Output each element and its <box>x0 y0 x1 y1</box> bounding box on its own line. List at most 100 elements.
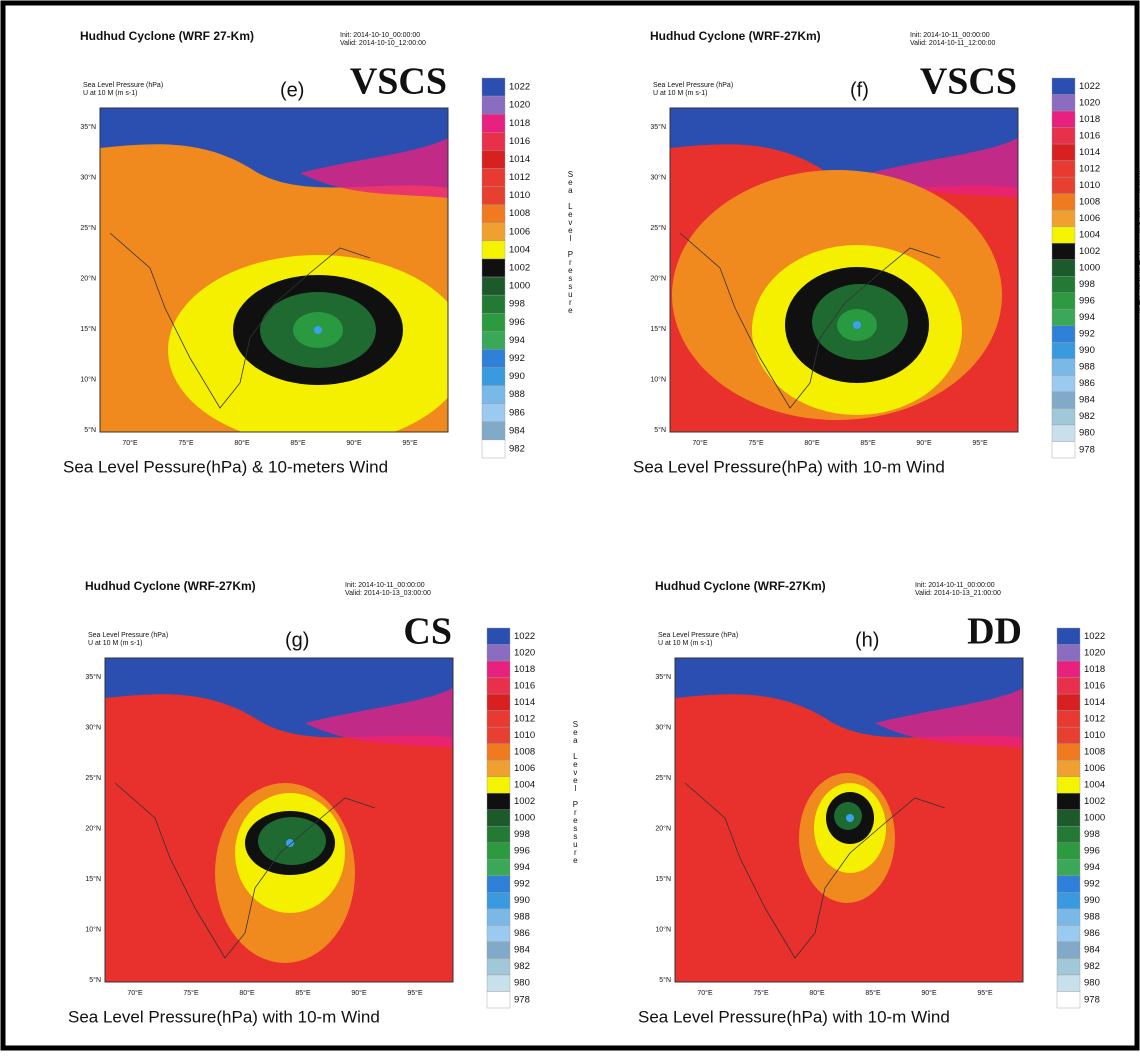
colorbar-box <box>1052 260 1075 277</box>
colorbar-box <box>487 694 510 711</box>
colorbar-label: 1000 <box>509 281 530 292</box>
colorbar-label: 1000 <box>1079 263 1100 274</box>
colorbar-box <box>1052 293 1075 310</box>
colorbar-label: 1018 <box>1079 114 1100 125</box>
lat-label: 15°N <box>655 875 671 883</box>
wind-label: U at 10 M (m s-1) <box>658 640 712 647</box>
colorbar-box <box>1057 661 1080 678</box>
colorbar-box <box>1057 694 1080 711</box>
lon-label: 90°E <box>921 989 937 997</box>
colorbar-label: 1022 <box>514 631 535 642</box>
valid-time: Valid: 2014-10-10_12:00:00 <box>340 40 426 47</box>
category: VSCS <box>920 61 1017 103</box>
colorbar-label: 1016 <box>1084 680 1105 691</box>
lon-label: 85°E <box>290 439 306 447</box>
colorbar-label: 1004 <box>1079 229 1100 240</box>
lon-label: 85°E <box>865 989 881 997</box>
caption: Sea Level Pessure(hPa) & 10-meters Wind <box>63 457 388 476</box>
colorbar-box <box>1052 276 1075 293</box>
colorbar-label: 986 <box>509 407 525 418</box>
lon-label: 70°E <box>692 439 708 447</box>
colorbar-label: 982 <box>1084 961 1100 972</box>
colorbar-label: 1016 <box>509 136 530 147</box>
lat-label: 25°N <box>655 774 671 782</box>
colorbar-box <box>1057 678 1080 695</box>
colorbar-box <box>487 678 510 695</box>
lat-label: 35°N <box>655 673 671 681</box>
lon-label: 70°E <box>127 989 143 997</box>
colorbar-label: 1014 <box>1079 147 1100 158</box>
colorbar-box <box>1057 777 1080 794</box>
colorbar-label: 994 <box>509 335 525 346</box>
colorbar-label: 1020 <box>1084 647 1105 658</box>
colorbar-label: 1002 <box>509 263 530 274</box>
colorbar-label: 1006 <box>1084 763 1105 774</box>
colorbar-label: 1022 <box>1084 631 1105 642</box>
colorbar-box <box>482 259 505 277</box>
lat-label: 30°N <box>85 723 101 731</box>
caption: Sea Level Pressure(hPa) with 10-m Wind <box>633 457 945 476</box>
colorbar-box <box>1057 843 1080 860</box>
colorbar-label: 980 <box>1084 978 1100 989</box>
lat-label: 10°N <box>650 375 666 383</box>
colorbar-label: 1008 <box>1084 746 1105 757</box>
colorbar-label: 1022 <box>1079 81 1100 92</box>
colorbar-box <box>487 777 510 794</box>
colorbar-label: 994 <box>1079 312 1095 323</box>
map <box>675 658 1023 982</box>
colorbar-label: 978 <box>514 994 530 1005</box>
colorbar-label: 990 <box>1084 895 1100 906</box>
colorbar-label: 1002 <box>1079 246 1100 257</box>
colorbar-box <box>1057 958 1080 975</box>
colorbar-label: 990 <box>509 371 525 382</box>
cyclone-eye <box>286 839 294 847</box>
lon-label: 75°E <box>748 439 764 447</box>
colorbar-label: 1014 <box>514 697 535 708</box>
colorbar-box <box>487 760 510 777</box>
lon-label: 95°E <box>407 989 423 997</box>
colorbar-label: 998 <box>1084 829 1100 840</box>
lon-label: 80°E <box>239 989 255 997</box>
lat-label: 20°N <box>85 824 101 832</box>
colorbar-box <box>1052 342 1075 359</box>
colorbar-label: 998 <box>1079 279 1095 290</box>
colorbar-box <box>1052 326 1075 343</box>
category: CS <box>403 611 452 653</box>
lat-label: 5°N <box>654 426 666 434</box>
colorbar-label: 1018 <box>514 664 535 675</box>
colorbar-label: 1010 <box>514 730 535 741</box>
init-time: Init: 2014-10-10_00:00:00 <box>340 32 420 39</box>
colorbar-label: 1012 <box>514 713 535 724</box>
colorbar-label: 1008 <box>1079 196 1100 207</box>
colorbar-label: 1006 <box>514 763 535 774</box>
lat-label: 5°N <box>659 976 671 984</box>
figure: Hudhud Cyclone (WRF 27-Km)Init: 2014-10-… <box>0 0 1140 1051</box>
colorbar-label: 1004 <box>509 244 530 255</box>
panel-title: Hudhud Cyclone (WRF-27Km) <box>85 579 256 593</box>
colorbar-label: 996 <box>509 317 525 328</box>
colorbar-box <box>482 205 505 223</box>
colorbar-box <box>1052 161 1075 178</box>
colorbar-label: 1002 <box>1084 796 1105 807</box>
wind-label: U at 10 M (m s-1) <box>653 90 707 97</box>
lon-label: 85°E <box>295 989 311 997</box>
lon-label: 85°E <box>860 439 876 447</box>
colorbar-label: 984 <box>509 425 525 436</box>
colorbar-label: 988 <box>1084 912 1100 923</box>
colorbar-box <box>482 132 505 150</box>
lon-label: 75°E <box>178 439 194 447</box>
colorbar-box <box>1052 177 1075 194</box>
colorbar-box <box>482 368 505 386</box>
colorbar-label: 1020 <box>509 100 530 111</box>
valid-time: Valid: 2014-10-11_12:00:00 <box>910 40 995 47</box>
lat-label: 35°N <box>80 123 96 131</box>
colorbar-label: 1018 <box>509 118 530 129</box>
colorbar-box <box>487 661 510 678</box>
colorbar-label: 1000 <box>1084 813 1105 824</box>
colorbar-box <box>487 925 510 942</box>
colorbar-box <box>482 404 505 422</box>
colorbar-label: 984 <box>1084 945 1100 956</box>
map <box>100 108 468 445</box>
colorbar-label: 996 <box>514 846 530 857</box>
lon-label: 80°E <box>804 439 820 447</box>
